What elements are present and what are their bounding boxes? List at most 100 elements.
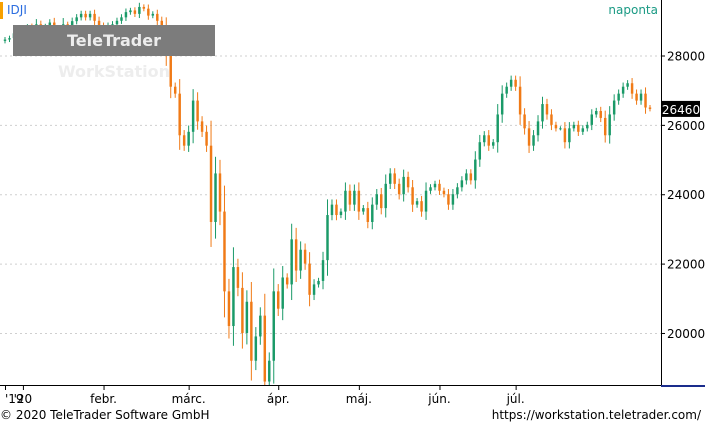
candle-body bbox=[572, 124, 576, 129]
candle-body bbox=[523, 114, 526, 129]
candle-body bbox=[608, 114, 611, 136]
x-tick-label: júl. bbox=[506, 392, 525, 406]
candle-body bbox=[232, 267, 235, 327]
candle-body bbox=[3, 39, 7, 41]
candle-body bbox=[509, 79, 513, 87]
candle-body bbox=[505, 86, 508, 94]
candle-body bbox=[415, 201, 419, 205]
candle-body bbox=[133, 10, 137, 14]
candle-body bbox=[586, 124, 589, 129]
last-value-label: 26460 bbox=[662, 103, 700, 117]
candle-body bbox=[196, 100, 199, 122]
candle-body bbox=[393, 173, 396, 184]
copyright-text: © 2020 TeleTrader Software GmbH bbox=[0, 408, 210, 422]
candle-body bbox=[375, 194, 379, 205]
candle-body bbox=[384, 183, 387, 209]
candle-body bbox=[276, 291, 280, 309]
candle-body bbox=[478, 142, 482, 160]
candle-body bbox=[563, 128, 567, 143]
x-tick-label: febr. bbox=[90, 392, 117, 406]
candle-body bbox=[639, 93, 643, 101]
candle-body bbox=[465, 173, 468, 181]
candle-body bbox=[429, 187, 432, 191]
candle-body bbox=[577, 124, 580, 132]
candle-body bbox=[541, 104, 544, 122]
candle-body bbox=[442, 190, 446, 195]
candle-body bbox=[554, 124, 558, 129]
candle-body bbox=[97, 20, 101, 28]
candle-body bbox=[388, 173, 392, 184]
period-label[interactable]: naponta bbox=[608, 3, 658, 17]
candle-body bbox=[169, 55, 172, 87]
candle-body bbox=[268, 360, 271, 382]
candle-body bbox=[603, 117, 607, 136]
y-tick-label: 20000 bbox=[667, 327, 705, 341]
candle-body bbox=[366, 208, 370, 222]
candle-body bbox=[48, 22, 52, 27]
symbol-color-marker bbox=[0, 2, 3, 19]
source-url[interactable]: https://workstation.teletrader.com/ bbox=[491, 408, 701, 422]
candle-body bbox=[460, 180, 464, 188]
candle-body bbox=[191, 100, 195, 132]
candle-body bbox=[621, 86, 625, 94]
x-tick-label: '19 bbox=[5, 392, 24, 406]
candle-body bbox=[178, 93, 181, 136]
candle-body bbox=[424, 190, 428, 212]
candle-body bbox=[308, 263, 311, 295]
x-tick-label: márc. bbox=[172, 392, 206, 406]
watermark-logo: TeleTrader WorkStation bbox=[13, 25, 215, 81]
candle-body bbox=[317, 280, 320, 285]
candle-body bbox=[648, 107, 652, 109]
candle-body bbox=[406, 176, 410, 188]
candle-body bbox=[75, 17, 78, 22]
candle-body bbox=[433, 183, 437, 188]
candle-body bbox=[550, 114, 553, 125]
candle-body bbox=[371, 204, 374, 222]
candle-body bbox=[469, 173, 473, 181]
candle-body bbox=[380, 194, 383, 209]
candle-body bbox=[147, 8, 150, 16]
candle-body bbox=[397, 183, 401, 195]
candle-body bbox=[590, 114, 594, 125]
candle-body bbox=[536, 121, 540, 136]
candle-body bbox=[285, 277, 289, 285]
symbol-label[interactable]: IDJI bbox=[7, 3, 27, 17]
candle-body bbox=[348, 190, 352, 205]
candle-body bbox=[299, 249, 302, 271]
candle-body bbox=[303, 249, 307, 264]
candle-body bbox=[500, 93, 504, 115]
candle-body bbox=[241, 287, 244, 333]
candle-body bbox=[138, 6, 141, 14]
candle-body bbox=[151, 13, 155, 16]
candle-body bbox=[321, 260, 325, 281]
candle-body bbox=[335, 204, 338, 216]
candle-body bbox=[599, 110, 602, 118]
x-tick-label: máj. bbox=[346, 392, 372, 406]
candle-body bbox=[88, 13, 92, 18]
y-tick-label: 28000 bbox=[667, 49, 705, 63]
candle-body bbox=[209, 145, 213, 222]
candle-body bbox=[120, 17, 123, 21]
candle-body bbox=[250, 301, 253, 361]
candle-body bbox=[420, 201, 423, 212]
candle-body bbox=[263, 315, 267, 382]
candle-body bbox=[617, 93, 620, 101]
candle-body bbox=[344, 190, 347, 212]
candle-body bbox=[272, 291, 275, 361]
candle-body bbox=[115, 20, 119, 25]
candle-body bbox=[200, 121, 204, 132]
axis-corner-bar bbox=[661, 385, 705, 387]
candle-body bbox=[218, 173, 222, 212]
candle-body bbox=[362, 208, 365, 212]
candle-body bbox=[532, 135, 535, 146]
candle-body bbox=[124, 12, 128, 18]
candle-body bbox=[182, 135, 186, 146]
candle-body bbox=[294, 239, 298, 271]
candle-body bbox=[160, 20, 164, 28]
candle-body bbox=[514, 79, 517, 87]
candle-body bbox=[254, 336, 258, 361]
candle-body bbox=[402, 176, 405, 195]
y-tick-label: 24000 bbox=[667, 188, 705, 202]
x-axis-line bbox=[0, 385, 661, 386]
